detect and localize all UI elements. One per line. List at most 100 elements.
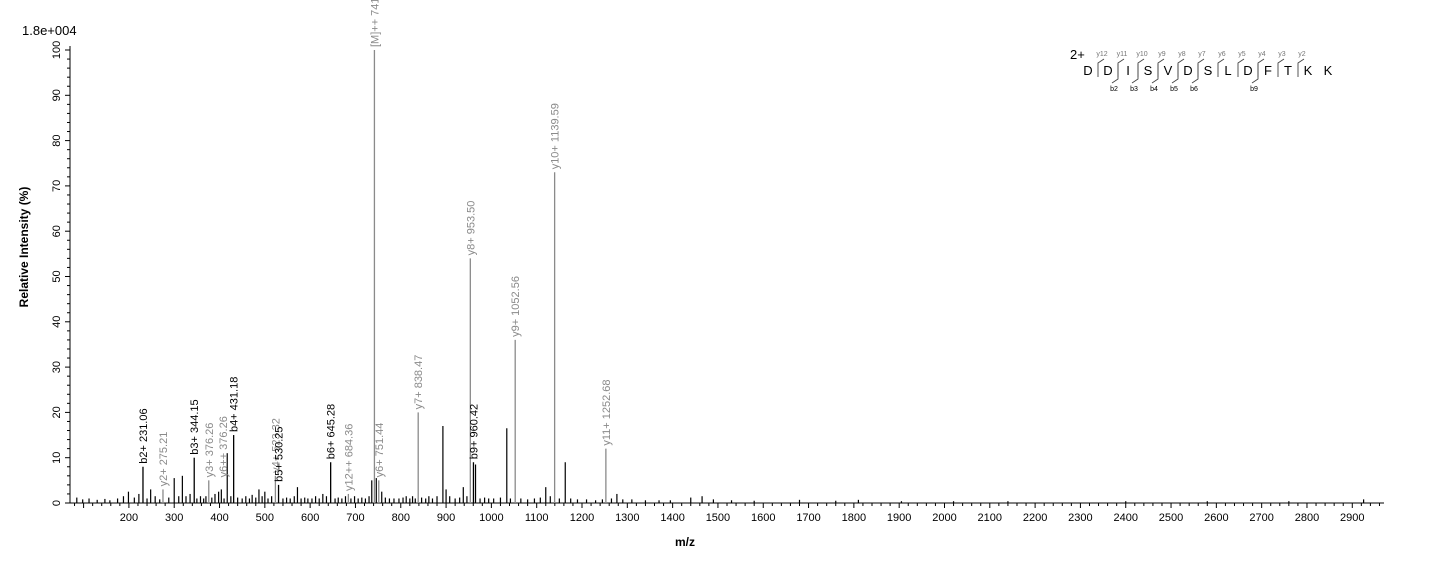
x-tick-label: 1300 xyxy=(615,512,639,524)
x-tick-label: 1700 xyxy=(796,512,820,524)
b-ion-bracket xyxy=(1132,64,1138,83)
peak-label: b4+ 431.18 xyxy=(229,377,241,432)
y-tick-label: 20 xyxy=(51,406,63,418)
x-tick-label: 1200 xyxy=(570,512,594,524)
peak-label: y2+ 275.21 xyxy=(158,432,170,487)
y-tick-label: 0 xyxy=(51,500,63,506)
y-ion-label: y3 xyxy=(1278,51,1286,58)
y-tick-label: 50 xyxy=(51,270,63,282)
x-tick-label: 2300 xyxy=(1068,512,1092,524)
x-tick-label: 1500 xyxy=(706,512,730,524)
peak-label: y11+ 1252.68 xyxy=(601,379,613,445)
x-tick-label: 1400 xyxy=(660,512,684,524)
y-tick-label: 90 xyxy=(51,89,63,101)
peak-label: y7+ 838.47 xyxy=(413,355,425,410)
y-tick-label: 60 xyxy=(51,225,63,237)
y-ion-label: y7 xyxy=(1198,51,1206,58)
y-ion-label: y9 xyxy=(1158,51,1166,58)
b-ion-bracket xyxy=(1112,64,1118,83)
peak-label: y3+ 376.26 xyxy=(204,423,216,478)
residue: V xyxy=(1164,63,1173,78)
y-ion-label: y11 xyxy=(1117,51,1128,58)
x-tick-label: 2900 xyxy=(1340,512,1364,524)
x-tick-label: 1100 xyxy=(525,512,549,524)
b-ion-label: b3 xyxy=(1130,86,1138,93)
b-ion-label: b2 xyxy=(1110,86,1118,93)
x-tick-label: 2700 xyxy=(1249,512,1273,524)
residue: K xyxy=(1304,63,1313,78)
residue: K xyxy=(1324,63,1333,78)
x-tick-label: 1800 xyxy=(842,512,866,524)
x-tick-label: 1900 xyxy=(887,512,911,524)
b-ion-bracket xyxy=(1252,64,1258,83)
b-ion-label: b9 xyxy=(1250,86,1258,93)
peak-label: b3+ 344.15 xyxy=(189,399,201,454)
peak-labels: b2+ 231.06 y2+ 275.21 b3+ 344.15 y3+ 376.26… xyxy=(138,0,613,491)
x-tick-label: 300 xyxy=(165,512,183,524)
y-ion-label: y2 xyxy=(1298,51,1306,58)
b-ion-bracket xyxy=(1192,64,1198,83)
x-tick-label: 1000 xyxy=(479,512,503,524)
x-tick-label: 2400 xyxy=(1113,512,1137,524)
x-tick-label: 2200 xyxy=(1023,512,1047,524)
peak-label: b5+ 530.25 xyxy=(274,427,286,482)
peak-label: [M]++ 741.87 xyxy=(369,0,381,47)
peak-label: b2+ 231.06 xyxy=(138,408,150,463)
residue: D xyxy=(1083,63,1092,78)
peak-label: y12++ 684.36 xyxy=(343,424,355,491)
peak-label: y8+ 953.50 xyxy=(465,201,477,256)
b-ion-bracket xyxy=(1152,64,1158,83)
x-tick-label: 2600 xyxy=(1204,512,1228,524)
b-ion-label: b4 xyxy=(1150,86,1158,93)
x-tick-label: 800 xyxy=(392,512,410,524)
y-ion-label: y4 xyxy=(1258,51,1266,58)
y-ion-label: y5 xyxy=(1238,51,1246,58)
x-tick-label: 700 xyxy=(346,512,364,524)
peak-label: y9+ 1052.56 xyxy=(510,276,522,337)
x-tick-label: 2000 xyxy=(932,512,956,524)
y-tick-label: 40 xyxy=(51,316,63,328)
y-ion-bracket xyxy=(1118,59,1124,77)
x-tick-label: 600 xyxy=(301,512,319,524)
residue: F xyxy=(1264,63,1272,78)
x-axis-title: m/z xyxy=(675,535,695,549)
intensity-scale-label: 1.8e+004 xyxy=(22,23,77,38)
y-ion-label: y12 xyxy=(1096,51,1107,58)
y-tick-label: 100 xyxy=(51,41,63,59)
x-tick-label: 2500 xyxy=(1159,512,1183,524)
residue: L xyxy=(1224,63,1231,78)
b-ion-label: b6 xyxy=(1190,86,1198,93)
x-tick-label: 200 xyxy=(120,512,138,524)
x-tick-label: 2800 xyxy=(1295,512,1319,524)
x-tick-label: 500 xyxy=(256,512,274,524)
y-ion-bracket xyxy=(1218,59,1224,77)
axes: 200 300 400 500 600 700 800 900 1000 1100 1200 1300… xyxy=(51,41,1384,524)
residue: I xyxy=(1126,63,1130,78)
residue: S xyxy=(1144,63,1153,78)
b-ion-label: b5 xyxy=(1170,86,1178,93)
y-ion-label: y8 xyxy=(1178,51,1186,58)
y-ion-label: y10 xyxy=(1136,51,1147,58)
y-ion-label: y6 xyxy=(1218,51,1226,58)
charge-label: 2+ xyxy=(1070,47,1085,62)
x-tick-label: 400 xyxy=(210,512,228,524)
peak-label: y6+ 751.44 xyxy=(374,423,386,478)
residue: D xyxy=(1243,63,1252,78)
y-tick-label: 80 xyxy=(51,134,63,146)
x-tick-label: 1600 xyxy=(751,512,775,524)
peak-label: y10+ 1139.59 xyxy=(550,103,562,169)
peak-label: b9+ 960.42 xyxy=(468,404,480,459)
residue: D xyxy=(1103,63,1112,78)
residue: S xyxy=(1204,63,1213,78)
y-axis-title: Relative Intensity (%) xyxy=(17,187,31,308)
y-tick-label: 10 xyxy=(51,452,63,464)
y-tick-label: 30 xyxy=(51,361,63,373)
x-tick-label: 2100 xyxy=(978,512,1002,524)
y-tick-label: 70 xyxy=(51,180,63,192)
peak-label: b6+ 645.28 xyxy=(326,404,338,459)
residue: T xyxy=(1284,63,1292,78)
x-tick-label: 900 xyxy=(437,512,455,524)
b-ion-bracket xyxy=(1172,64,1178,83)
